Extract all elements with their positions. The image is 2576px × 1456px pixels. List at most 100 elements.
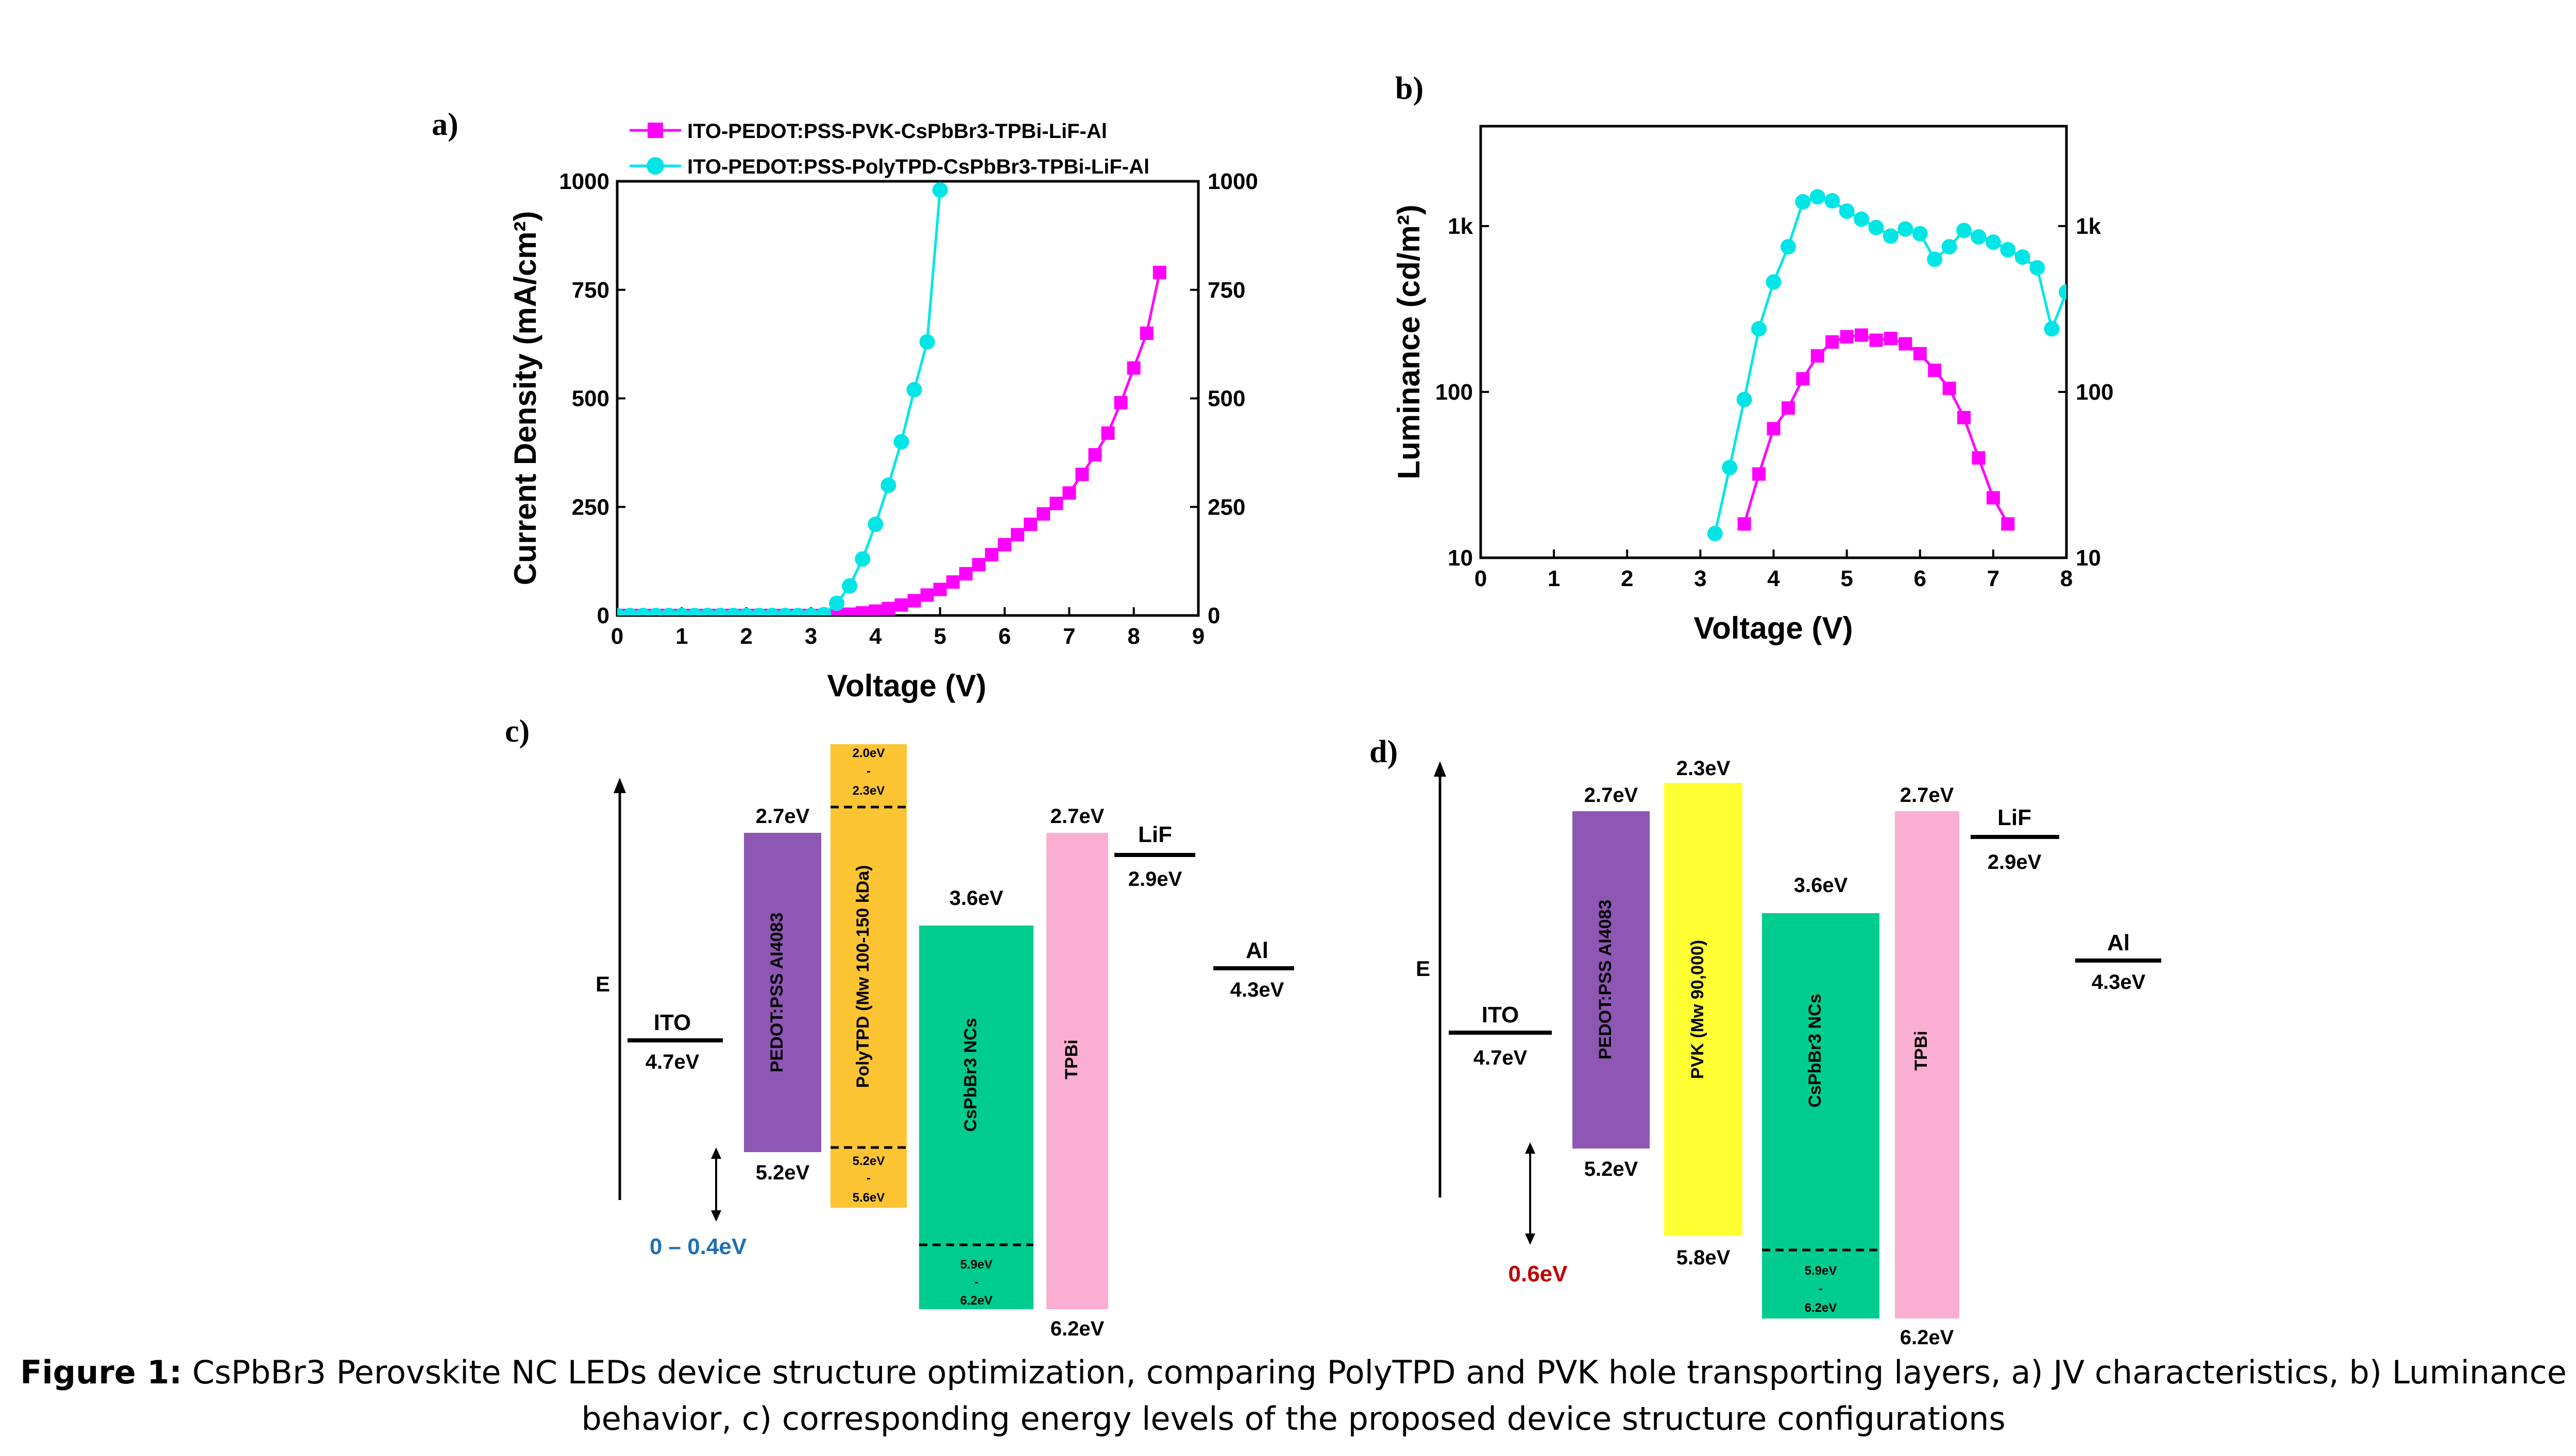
- data-point-square: [1810, 349, 1824, 363]
- ito-value-c: 4.7eV: [646, 1051, 700, 1073]
- series-group: [617, 182, 1166, 615]
- y-tick-label-right: 750: [1208, 278, 1245, 303]
- pedot-name-d: PEDOT:PSS AI4083: [1596, 900, 1615, 1060]
- figure-caption: Figure 1: CsPbBr3 Perovskite NC LEDs dev…: [0, 1349, 2576, 1442]
- data-point-square: [1869, 333, 1883, 347]
- legend-marker-circle: [647, 157, 664, 175]
- data-point-circle: [1897, 221, 1913, 237]
- series-b: [1707, 189, 2066, 541]
- data-point-circle: [893, 434, 909, 450]
- plot-frame-a: [616, 180, 1200, 617]
- lif-value-c: 2.9eV: [1128, 868, 1182, 890]
- cspbbr3-top-c: 3.6eV: [950, 887, 1004, 910]
- cspbbr3-name-d: CsPbBr3 NCs: [1805, 993, 1825, 1107]
- y-tick-label: 1000: [559, 169, 609, 194]
- y-tick-label: 500: [572, 386, 609, 412]
- tpbi-bottom-d: 6.2eV: [1900, 1326, 1954, 1349]
- x-axis-label-b: Voltage (V): [1694, 611, 1853, 645]
- x-tick-label: 4: [869, 624, 882, 649]
- cspbbr3-name-c: CsPbBr3 NCs: [961, 1018, 980, 1132]
- legend-label-1: ITO-PEDOT:PSS-PVK-CsPbBr3-TPBi-LiF-Al: [687, 120, 1107, 143]
- y-tick-label-right: 250: [1208, 494, 1245, 520]
- x-tick-label: 2: [740, 624, 752, 649]
- data-point-square: [1062, 486, 1076, 500]
- legend-label-2: ITO-PEDOT:PSS-PolyTPD-CsPbBr3-TPBi-LiF-A…: [687, 156, 1149, 178]
- data-point-square: [1737, 517, 1751, 531]
- data-point-circle: [790, 608, 806, 615]
- data-point-circle: [674, 608, 690, 615]
- panel-d: d) E ITO 4.7eV 0.6eV 2.7eV 5.2eV PEDOT:P…: [1369, 734, 2161, 1349]
- energy-arrow-c: [614, 778, 626, 793]
- data-point-circle: [1795, 194, 1811, 210]
- polytpd-bot-dash-c: -: [867, 1171, 871, 1185]
- data-point-square: [1011, 528, 1025, 542]
- data-point-square: [1752, 467, 1766, 481]
- series-group: [1707, 189, 2066, 541]
- cspbbr3-bot-2-d: 6.2eV: [1805, 1301, 1837, 1315]
- y-tick-label: 750: [572, 278, 609, 303]
- data-point-circle: [1985, 234, 2001, 250]
- y-tick-label-right: 10: [2076, 545, 2101, 571]
- data-point-square: [920, 588, 934, 602]
- data-point-square: [1913, 347, 1927, 361]
- data-point-square: [1127, 361, 1141, 375]
- data-point-square: [1825, 335, 1839, 349]
- y-tick-label: 10: [1448, 545, 1473, 571]
- data-point-square: [946, 575, 960, 589]
- caption-text: CsPbBr3 Perovskite NC LEDs device struct…: [192, 1354, 2567, 1437]
- y-tick-label-right: 1k: [2076, 214, 2101, 239]
- data-point-circle: [1780, 239, 1796, 255]
- barrier-value-d: 0.6eV: [1509, 1261, 1568, 1287]
- pvk-layer-d: [1664, 783, 1742, 1236]
- data-point-circle: [622, 608, 638, 615]
- data-point-square: [972, 558, 986, 572]
- barrier-arrow-down-d: [1525, 1234, 1535, 1245]
- data-point-square: [959, 567, 973, 581]
- data-point-circle: [1854, 211, 1870, 227]
- lif-value-d: 2.9eV: [1988, 851, 2042, 873]
- data-point-circle: [1971, 229, 1987, 245]
- data-point-circle: [1839, 203, 1855, 219]
- data-point-square: [1049, 496, 1063, 510]
- x-tick-label: 2: [1621, 566, 1633, 591]
- data-point-circle: [880, 477, 896, 493]
- data-point-circle: [1824, 193, 1840, 209]
- polytpd-layer-c: [831, 744, 907, 1208]
- tpbi-name-c: TPBi: [1062, 1039, 1081, 1079]
- panel-label-c: c): [505, 714, 530, 749]
- cspbbr3-top-d: 3.6eV: [1794, 874, 1848, 897]
- data-point-square: [933, 583, 947, 596]
- y-axis-label-a: Current Density (mA/cm²): [508, 211, 543, 586]
- ito-label-c: ITO: [654, 1010, 691, 1035]
- data-point-square: [2001, 517, 2015, 531]
- pedot-name-c: PEDOT:PSS AI4083: [767, 913, 787, 1073]
- tpbi-layer-d: [1895, 811, 1959, 1318]
- series-line-polytpd: [617, 190, 942, 615]
- panel-label-a: a): [432, 107, 459, 142]
- y-tick-label-right: 100: [2076, 380, 2113, 405]
- x-tick-label: 4: [1767, 566, 1780, 591]
- y-axis-label-b: Luminance (cd/m²): [1392, 204, 1426, 479]
- data-point-circle: [1809, 189, 1825, 205]
- data-point-circle: [700, 608, 716, 615]
- x-tick-label: 6: [998, 624, 1011, 649]
- data-point-circle: [1941, 239, 1957, 255]
- x-tick-label: 8: [2060, 566, 2073, 591]
- y-tick-label: 100: [1435, 380, 1473, 405]
- data-point-square: [1088, 448, 1102, 462]
- data-point-circle: [2000, 242, 2016, 258]
- y-tick-label: 250: [572, 494, 609, 520]
- energy-arrow-d: [1434, 761, 1446, 777]
- x-tick-label: 7: [1987, 566, 1999, 591]
- data-point-circle: [1927, 251, 1943, 267]
- x-tick-label: 0: [1475, 566, 1487, 591]
- data-point-square: [998, 538, 1011, 552]
- plot-frame-b: [1479, 125, 2068, 559]
- data-point-circle: [919, 334, 935, 350]
- data-point-square: [882, 602, 895, 615]
- data-point-square: [1855, 328, 1869, 342]
